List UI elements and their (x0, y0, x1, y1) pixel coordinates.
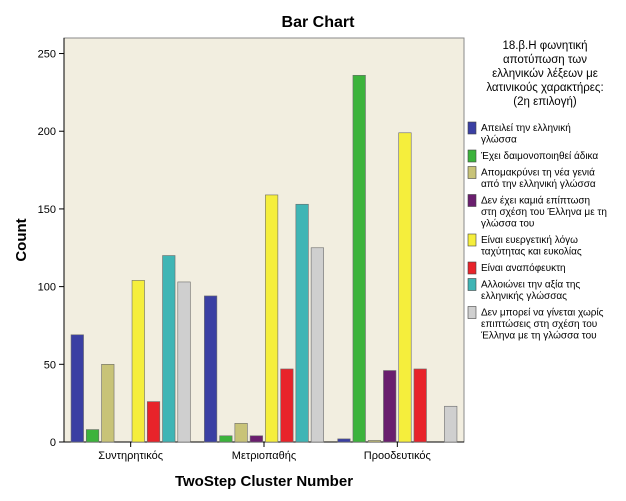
bars (70, 74, 458, 443)
x-tick-label: Συντηρητικός (98, 450, 163, 462)
bar (85, 429, 100, 443)
legend-label-line: γλώσσα (481, 134, 517, 146)
plot-area (63, 37, 465, 443)
bar (398, 132, 412, 443)
legend-title-line: λατινικούς χαρακτήρες: (486, 82, 603, 94)
y-tick-label: 200 (38, 126, 56, 138)
legend-label-line: ελληνικής γλώσσας (481, 290, 567, 302)
bar (101, 364, 115, 443)
legend-title-line: (2η επιλογή) (513, 96, 577, 108)
legend: 18.β.Η φωνητική αποτύπωση των ελληνικών λέ… (467, 40, 607, 342)
y-axis: 0 50 100 150 200 250 (38, 38, 65, 449)
chart-title: Bar Chart (282, 14, 356, 31)
bar (249, 435, 263, 443)
y-tick-label: 50 (44, 359, 56, 371)
bar (280, 368, 294, 443)
legend-label-line: ταχύτητας και ευκολίας (481, 246, 582, 258)
y-tick-label: 0 (50, 437, 56, 449)
legend-label-line: Δεν έχει καμιά επίπτωση (481, 195, 590, 207)
x-axis: Συντηρητικός Μετριοπαθής Προοδευτικός (64, 441, 464, 462)
legend-label-line: γλώσσα του (481, 218, 534, 230)
legend-swatch (467, 306, 477, 319)
legend-swatch (467, 194, 477, 207)
x-axis-label: TwoStep Cluster Number (175, 473, 353, 490)
legend-label-line: Έλληνα με τη γλώσσα του (480, 330, 597, 342)
x-tick-label: Μετριοπαθής (232, 450, 296, 462)
bar (367, 440, 382, 443)
legend-swatch (467, 166, 477, 179)
legend-label-line: Είναι αναπόφευκτη (481, 262, 566, 274)
legend-swatch (467, 261, 477, 275)
bar (444, 405, 458, 443)
bar (204, 295, 218, 443)
bar (337, 438, 351, 443)
bar (131, 280, 145, 443)
legend-title-line: ελληνικών λέξεων με (492, 68, 598, 80)
legend-label-line: Απειλεί την ελληνική (481, 122, 571, 134)
legend-label-line: Είναι ευεργετική λόγω (481, 234, 578, 246)
bar (352, 74, 366, 443)
y-tick-label: 100 (38, 282, 56, 294)
legend-label-line: στη σχέση του Έλληνα με τη (481, 206, 607, 218)
bar (383, 370, 397, 443)
y-tick-label: 250 (38, 49, 56, 61)
legend-title-line: 18.β.Η φωνητική (502, 40, 587, 52)
legend-swatch (467, 278, 477, 291)
bar (219, 435, 233, 443)
bar (70, 334, 84, 443)
legend-label-line: Απομακρύνει τη νέα γενιά (481, 167, 595, 179)
legend-title-line: αποτύπωση των (503, 54, 587, 66)
legend-swatch (467, 121, 477, 135)
bar (234, 423, 248, 443)
bar (295, 203, 309, 443)
bar (177, 281, 191, 443)
bar (413, 368, 427, 443)
bar (146, 401, 161, 443)
legend-swatch (467, 233, 477, 247)
x-tick-label: Προοδευτικός (364, 450, 431, 462)
legend-label-line: επιπτώσεις στη σχέση του (481, 318, 597, 330)
legend-label-line: Δεν μπορεί να γίνεται χωρίς (481, 307, 604, 319)
bar (265, 194, 279, 443)
legend-label-line: Έχει δαιμονοποιηθεί άδικα (480, 150, 598, 162)
bar (162, 255, 176, 443)
legend-swatch (467, 149, 477, 163)
bar (310, 247, 324, 443)
legend-label-line: από την ελληνική γλώσσα (481, 178, 596, 190)
y-axis-label: Count (13, 218, 30, 261)
legend-label-line: Αλλοιώνει την αξία της (481, 279, 580, 291)
y-tick-label: 150 (38, 204, 56, 216)
